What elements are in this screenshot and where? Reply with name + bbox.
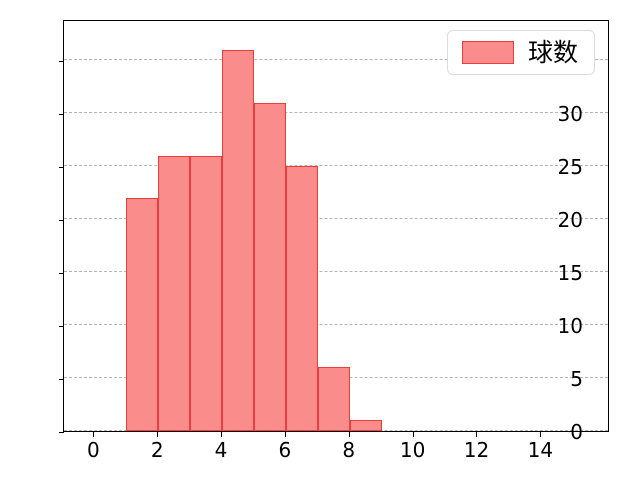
- y-axis-tick-label: 30: [557, 102, 583, 127]
- gridline-y-25: [64, 165, 608, 167]
- x-axis-tick-label: 12: [463, 438, 490, 462]
- x-axis-tick-label: 2: [150, 438, 164, 462]
- y-axis-tick-mark: [59, 432, 64, 433]
- bar: [222, 49, 254, 431]
- y-axis-tick-mark: [59, 379, 64, 381]
- legend-label: 球数: [528, 38, 579, 67]
- bar: [253, 102, 286, 431]
- x-axis-tick-mark: [476, 432, 478, 437]
- x-axis-tick-mark: [284, 432, 286, 437]
- y-axis-tick-label: 10: [557, 314, 583, 339]
- gridline-y-15: [64, 271, 608, 273]
- y-axis-tick-mark: [59, 326, 64, 328]
- x-axis-tick-label: 10: [399, 438, 426, 462]
- y-axis-tick-mark: [59, 167, 64, 169]
- x-axis-tick-mark: [412, 432, 414, 437]
- x-axis-tick-label: 14: [527, 438, 554, 462]
- bar: [126, 198, 159, 431]
- y-axis-tick-mark: [59, 61, 64, 63]
- gridline-y-10: [64, 324, 608, 326]
- x-axis-tick-label: 4: [214, 438, 228, 462]
- bar-color-swatch: [462, 41, 514, 64]
- legend[interactable]: 球数: [447, 30, 596, 75]
- y-axis-tick-label: 5: [570, 367, 583, 392]
- y-axis-tick-label: 15: [557, 261, 583, 286]
- y-axis-tick-label: 20: [557, 208, 583, 233]
- y-axis-tick-mark: [59, 220, 64, 222]
- x-axis-tick-mark: [348, 432, 350, 437]
- y-axis-tick-mark: [59, 273, 64, 275]
- y-axis-tick-label: 25: [557, 155, 583, 180]
- x-axis-tick-label: 6: [278, 438, 292, 462]
- y-axis-tick-label: 0: [570, 420, 583, 444]
- gridline-y-35: [64, 59, 608, 61]
- x-axis-tick-mark: [540, 432, 542, 437]
- x-axis-tick-label: 0: [86, 438, 100, 462]
- gridline-y-30: [64, 112, 608, 114]
- x-axis-tick-label: 8: [342, 438, 356, 462]
- bar: [158, 155, 191, 431]
- y-axis-tick-mark: [59, 114, 64, 116]
- x-axis-tick-mark: [221, 432, 223, 437]
- gridline-y-20: [64, 218, 608, 220]
- bar: [190, 155, 223, 431]
- bar: [349, 420, 382, 431]
- bar: [317, 367, 350, 431]
- bar: [285, 166, 318, 431]
- plot-area: [63, 20, 609, 432]
- x-axis-tick-mark: [93, 432, 95, 437]
- x-axis-tick-mark: [157, 432, 159, 437]
